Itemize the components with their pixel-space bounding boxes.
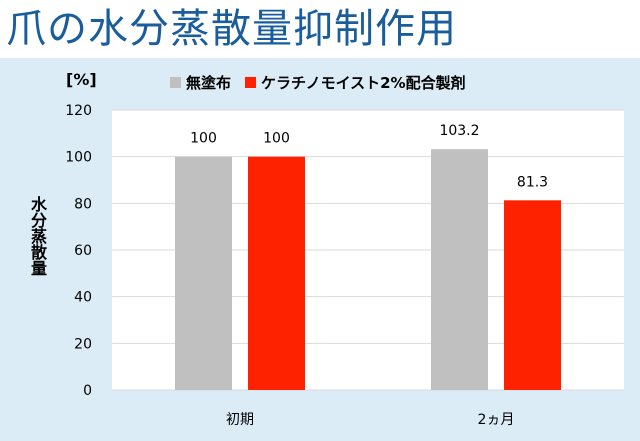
headline-area: 爪の水分蒸散量抑制作用 <box>0 0 640 58</box>
bar <box>175 156 232 390</box>
legend-item-keratinomoist: ケラチノモイスト2%配合製剤 <box>245 72 466 93</box>
x-tick-label: 2ヵ月 <box>478 412 515 428</box>
legend-label: ケラチノモイスト2%配合製剤 <box>261 74 466 92</box>
legend-item-no-application: 無塗布 <box>170 72 231 93</box>
legend-swatch-red <box>245 77 257 88</box>
y-tick-label: 20 <box>74 336 92 352</box>
y-tick-label: 60 <box>74 243 92 259</box>
bar <box>431 149 488 390</box>
y-tick-label: 80 <box>74 196 92 212</box>
data-label: 100 <box>190 131 217 147</box>
unit-label: [%] <box>66 70 97 89</box>
page-title: 爪の水分蒸散量抑制作用 <box>6 6 457 52</box>
y-tick-label: 40 <box>74 290 92 306</box>
bar <box>504 200 561 390</box>
data-label: 100 <box>263 131 290 147</box>
y-tick-label: 120 <box>65 103 92 119</box>
y-axis-label: 水分蒸散量 <box>28 196 47 276</box>
legend-swatch-gray <box>170 77 181 88</box>
legend: 無塗布 ケラチノモイスト2%配合製剤 <box>170 72 480 93</box>
data-label: 103.2 <box>439 123 479 139</box>
data-label: 81.3 <box>517 174 548 190</box>
bar <box>248 156 305 390</box>
legend-label: 無塗布 <box>186 74 232 92</box>
y-tick-label: 0 <box>83 383 92 399</box>
y-tick-label: 100 <box>65 150 92 166</box>
x-tick-label: 初期 <box>226 411 254 428</box>
